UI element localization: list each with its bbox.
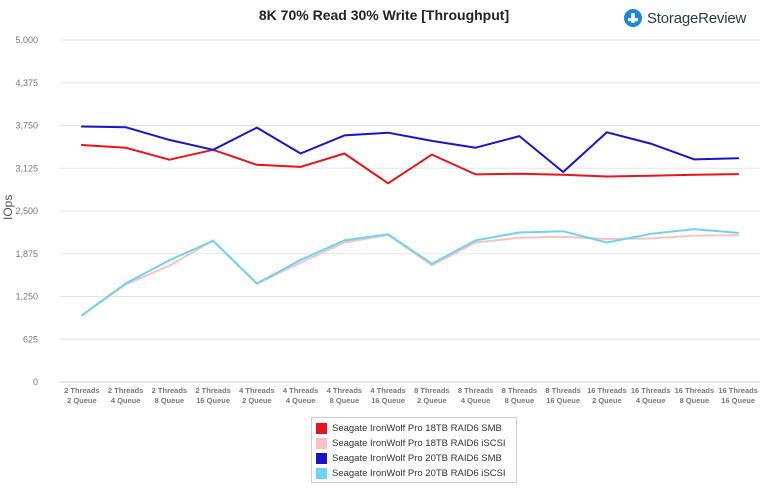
x-tick-label: 8 Threads: [458, 386, 493, 395]
x-tick-label: 8 Queue: [505, 396, 535, 405]
x-tick-label: 4 Queue: [461, 396, 491, 405]
x-tick-label: 4 Threads: [370, 386, 405, 395]
legend-item[interactable]: Seagate IronWolf Pro 18TB RAID6 SMB: [316, 421, 516, 436]
x-tick-label: 2 Queue: [417, 396, 447, 405]
x-tick-label: 8 Queue: [680, 396, 710, 405]
x-tick-label: 16 Queue: [371, 396, 405, 405]
series-line-2: [80, 233, 740, 317]
x-tick-label: 2 Threads: [64, 386, 99, 395]
series-line-1: [80, 144, 740, 185]
x-tick-label: 2 Threads: [152, 386, 187, 395]
x-tick-label: 16 Threads: [631, 386, 671, 395]
x-tick-label: 4 Queue: [636, 396, 666, 405]
legend-label: Seagate IronWolf Pro 20TB RAID6 SMB: [332, 453, 502, 464]
line-chart: 0 625 1,250 1,875 2,500 3,125 3,750 4,375 5,000 2…: [15, 35, 760, 405]
brand-logo[interactable]: StorageReview: [624, 8, 746, 28]
x-tick-label: 8 Queue: [330, 396, 360, 405]
y-tick-label: 0: [33, 377, 38, 387]
x-tick-label: 2 Queue: [67, 396, 97, 405]
x-tick-label: 4 Queue: [111, 396, 141, 405]
legend-label: Seagate IronWolf Pro 20TB RAID6 iSCSI: [332, 468, 506, 479]
x-tick-label: 4 Threads: [327, 386, 362, 395]
y-tick-label: 3,750: [15, 121, 38, 131]
x-tick-label: 4 Threads: [239, 386, 274, 395]
legend-item[interactable]: Seagate IronWolf Pro 20TB RAID6 SMB: [316, 451, 516, 466]
chart-title: 8K 70% Read 30% Write [Throughput]: [258, 7, 510, 23]
x-tick-label: 16 Threads: [718, 386, 758, 395]
x-tick-label: 4 Queue: [286, 396, 316, 405]
x-tick-label: 8 Threads: [502, 386, 537, 395]
y-tick-label: 1,875: [15, 249, 38, 259]
x-tick-label: 16 Queue: [546, 396, 580, 405]
legend-swatch: [316, 438, 327, 449]
y-tick-label: 5,000: [15, 35, 38, 45]
x-tick-label: 2 Queue: [592, 396, 622, 405]
series-line-3: [80, 125, 740, 173]
y-tick-label: 3,125: [15, 163, 38, 173]
legend-label: Seagate IronWolf Pro 18TB RAID6 iSCSI: [332, 438, 506, 449]
brand-name: StorageReview: [647, 9, 747, 27]
y-tick-label: 1,250: [15, 292, 38, 302]
series-line-4: [80, 228, 740, 317]
x-tick-label: 4 Threads: [283, 386, 318, 395]
legend-item[interactable]: Seagate IronWolf Pro 20TB RAID6 iSCSI: [316, 466, 516, 481]
chart-legend: Seagate IronWolf Pro 18TB RAID6 SMB Seaga…: [311, 417, 517, 483]
x-tick-label: 8 Queue: [155, 396, 185, 405]
x-tick-label: 8 Threads: [545, 386, 580, 395]
legend-label: Seagate IronWolf Pro 18TB RAID6 SMB: [332, 423, 502, 434]
y-tick-label: 4,375: [15, 78, 38, 88]
legend-swatch: [316, 468, 327, 479]
x-tick-label: 16 Threads: [587, 386, 627, 395]
storagereview-logo-icon: [624, 9, 642, 27]
x-tick-label: 8 Threads: [414, 386, 449, 395]
legend-swatch: [316, 453, 327, 464]
y-tick-label: 2,500: [15, 206, 38, 216]
legend-item[interactable]: Seagate IronWolf Pro 18TB RAID6 iSCSI: [316, 436, 516, 451]
x-tick-label: 16 Queue: [196, 396, 230, 405]
y-tick-label: 625: [23, 334, 38, 344]
legend-swatch: [316, 423, 327, 434]
x-tick-label: 16 Threads: [675, 386, 715, 395]
x-tick-label: 2 Threads: [108, 386, 143, 395]
x-tick-label: 2 Queue: [242, 396, 272, 405]
x-tick-label: 2 Threads: [195, 386, 230, 395]
x-tick-label: 16 Queue: [721, 396, 755, 405]
